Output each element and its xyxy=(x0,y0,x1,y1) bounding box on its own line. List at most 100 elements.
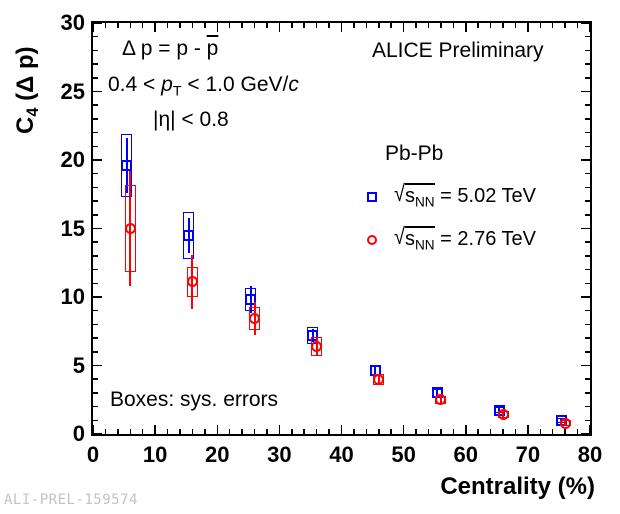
y-minor-tick xyxy=(585,337,590,339)
y-major-tick xyxy=(581,159,590,161)
y-minor-tick xyxy=(585,63,590,65)
x-major-tick xyxy=(278,425,281,434)
x-major-tick xyxy=(402,425,405,434)
y-minor-tick xyxy=(93,186,98,189)
x-minor-tick xyxy=(502,23,504,28)
y-major-tick xyxy=(581,433,590,435)
data-point-circle xyxy=(186,276,198,288)
y-minor-tick xyxy=(585,323,590,326)
y-minor-tick xyxy=(93,323,98,326)
y-tick-label: 30 xyxy=(60,10,85,35)
x-major-tick xyxy=(92,425,94,434)
stat-error-bar xyxy=(436,390,439,396)
x-minor-tick xyxy=(303,429,305,434)
y-minor-tick xyxy=(93,337,98,339)
y-tick-label: 25 xyxy=(60,78,85,104)
y-axis-title: C4 (Δ p) xyxy=(12,46,43,134)
x-major-tick xyxy=(340,23,343,32)
x-minor-tick xyxy=(576,429,579,434)
y-major-tick xyxy=(93,22,102,24)
y-minor-tick xyxy=(585,104,590,106)
y-major-tick xyxy=(581,364,590,367)
y-minor-tick xyxy=(585,405,590,408)
stat-error-bar xyxy=(249,286,252,314)
x-minor-tick xyxy=(141,23,144,28)
y-minor-tick xyxy=(93,309,98,312)
y-minor-tick xyxy=(93,104,98,106)
x-major-tick xyxy=(589,23,591,32)
x-minor-tick xyxy=(551,429,554,434)
y-tick-label: 15 xyxy=(60,215,85,241)
x-minor-tick xyxy=(514,23,517,28)
annotation-alice-preliminary: ALICE Preliminary xyxy=(372,39,544,62)
y-major-tick xyxy=(581,22,590,24)
snn-under-radical: sNN xyxy=(404,183,435,210)
y-minor-tick xyxy=(93,49,98,52)
legend-entry-276tev: √sNN = 2.76 TeV xyxy=(367,225,536,253)
y-minor-tick xyxy=(585,255,590,257)
y-minor-tick xyxy=(585,214,590,216)
x-tick-label: 10 xyxy=(142,442,168,467)
x-minor-tick xyxy=(129,429,132,434)
data-point-circle xyxy=(249,312,261,324)
x-minor-tick xyxy=(253,429,256,434)
data-point-square xyxy=(183,229,195,241)
y-minor-tick xyxy=(93,214,98,216)
x-minor-tick xyxy=(104,429,107,434)
x-minor-tick xyxy=(166,429,169,434)
x-minor-tick xyxy=(129,23,132,28)
pt-subscript: T xyxy=(172,83,182,100)
y-minor-tick xyxy=(585,392,590,394)
y-minor-tick xyxy=(585,378,590,380)
blue-open-square-icon xyxy=(367,192,377,203)
x-minor-tick xyxy=(241,23,243,28)
x-minor-tick xyxy=(477,23,479,28)
y-minor-tick xyxy=(585,200,590,202)
y-minor-tick xyxy=(93,118,98,120)
data-point-square xyxy=(245,294,257,306)
x-minor-tick xyxy=(179,23,181,28)
x-minor-tick xyxy=(452,23,455,28)
pbar-overline: p xyxy=(206,37,219,60)
x-minor-tick xyxy=(440,23,442,28)
nn-subscript: NN xyxy=(414,194,435,210)
x-minor-tick xyxy=(117,429,119,434)
y-major-tick xyxy=(93,159,102,161)
y-major-tick xyxy=(581,90,590,93)
y-minor-tick xyxy=(93,268,98,271)
x-minor-tick xyxy=(117,23,119,28)
x-minor-tick xyxy=(415,23,417,28)
x-major-tick xyxy=(589,425,591,434)
x-minor-tick xyxy=(378,429,380,434)
x-minor-tick xyxy=(390,23,392,28)
y-tick-label: 10 xyxy=(60,284,85,309)
x-minor-tick xyxy=(353,23,355,28)
x-minor-tick xyxy=(427,429,430,434)
x-major-tick xyxy=(216,23,218,32)
x-minor-tick xyxy=(303,23,305,28)
x-major-tick xyxy=(402,23,405,32)
x-minor-tick xyxy=(440,429,442,434)
y-tick-label: 0 xyxy=(72,421,85,446)
x-major-tick xyxy=(154,23,156,32)
x-minor-tick xyxy=(378,23,380,28)
y-minor-tick xyxy=(93,255,98,257)
s-symbol: s xyxy=(404,228,415,250)
x-minor-tick xyxy=(489,429,492,434)
y-minor-tick xyxy=(93,405,98,408)
nn-subscript: NN xyxy=(414,237,435,253)
y-major-tick xyxy=(93,364,102,367)
y-minor-tick xyxy=(93,145,98,148)
y-minor-tick xyxy=(93,241,98,243)
y-minor-tick xyxy=(585,172,590,175)
x-minor-tick xyxy=(191,429,194,434)
c-symbol: c xyxy=(288,73,299,96)
x-tick-label: 70 xyxy=(515,442,541,467)
x-minor-tick xyxy=(179,429,181,434)
x-major-tick xyxy=(465,23,467,32)
x-minor-tick xyxy=(539,429,542,434)
x-minor-tick xyxy=(502,429,504,434)
x-minor-tick xyxy=(166,23,169,28)
x-minor-tick xyxy=(253,23,256,28)
